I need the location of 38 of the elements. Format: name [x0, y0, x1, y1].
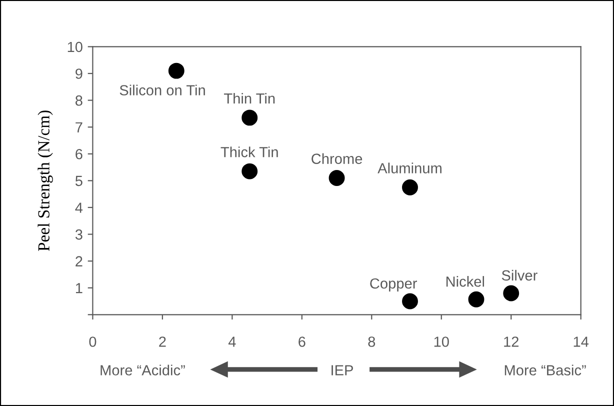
- point: [503, 285, 520, 302]
- y-tick-label: 4: [75, 202, 83, 213]
- text: IEP: [332, 365, 353, 376]
- annotation: Nickel: [446, 276, 484, 287]
- point: [402, 293, 418, 310]
- y-axis-title: Peel Strength (N/cm): [38, 110, 53, 252]
- point: [328, 170, 345, 186]
- text: More “Basic”: [504, 364, 586, 376]
- x-tick-label: 4: [228, 336, 236, 347]
- point: [402, 179, 418, 196]
- annotation: Chrome: [312, 153, 362, 164]
- annotation: Silicon on Tin: [120, 84, 205, 96]
- x-tick-label: 2: [159, 336, 166, 347]
- x-tick-label: 8: [368, 336, 376, 347]
- x-tick-label: 12: [504, 336, 518, 347]
- y-tick-label: 8: [76, 95, 82, 106]
- point: [468, 291, 484, 308]
- annotation: Thin Tin: [224, 92, 275, 104]
- x-tick-label: 0: [89, 336, 96, 347]
- x-tick-label: 14: [574, 336, 589, 347]
- text: More “Acidic”: [100, 364, 185, 376]
- point: [242, 163, 258, 180]
- x-tick-label: 10: [434, 336, 449, 347]
- y-tick-label: 6: [76, 148, 82, 160]
- annotation: Thick Tin: [220, 146, 278, 158]
- y-tick-label: 2: [76, 256, 82, 266]
- annotation: Copper: [370, 278, 418, 292]
- y-tick-label: 10: [68, 42, 82, 52]
- point: [168, 62, 184, 79]
- annotation: Silver: [502, 270, 538, 281]
- y-tick-label: 9: [76, 68, 82, 79]
- annotation: Aluminum: [378, 162, 442, 174]
- y-tick-label: 5: [75, 176, 82, 186]
- y-tick-label: 7: [76, 122, 82, 132]
- y-tick-label: 1: [76, 283, 82, 294]
- y-tick-label: 3: [75, 229, 82, 240]
- x-tick-label: 6: [298, 336, 306, 347]
- point: [242, 110, 258, 126]
